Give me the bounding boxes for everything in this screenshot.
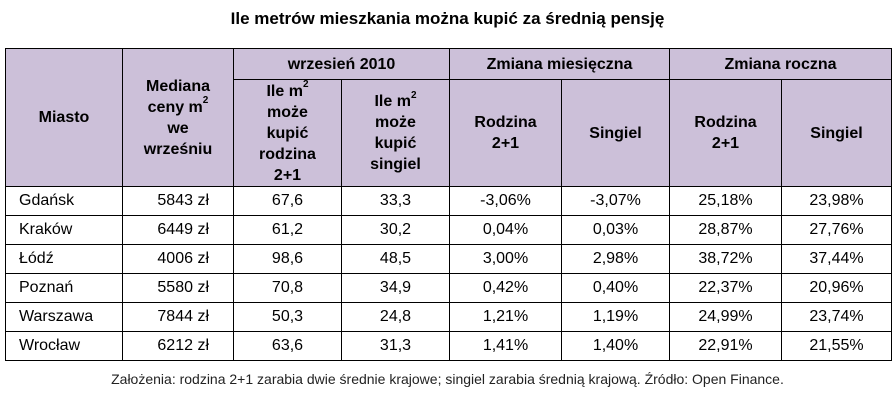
cell-m2-single: 31,3 (341, 331, 450, 361)
cell-m2-single: 24,8 (341, 302, 450, 332)
cell-yoy-single: 27,76% (781, 215, 892, 245)
cell-mom-single: 1,40% (561, 331, 670, 361)
cell-mom-single: -3,07% (561, 186, 670, 216)
cell-price: 5843 zł (122, 186, 234, 216)
header-miasto: Miasto (5, 48, 123, 187)
cell-yoy-family: 22,91% (669, 331, 782, 361)
cell-m2-family: 70,8 (233, 273, 342, 303)
cell-yoy-single: 37,44% (781, 244, 892, 274)
cell-price: 6212 zł (122, 331, 234, 361)
cell-price: 6449 zł (122, 215, 234, 245)
header-mies-rodzina: Rodzina 2+1 (449, 79, 562, 187)
cell-m2-single: 48,5 (341, 244, 450, 274)
cell-mom-single: 0,03% (561, 215, 670, 245)
cell-m2-family: 50,3 (233, 302, 342, 332)
table-row: Gdańsk 5843 zł 67,6 33,3 -3,06% -3,07% 2… (5, 186, 892, 216)
cell-price: 4006 zł (122, 244, 234, 274)
cell-mom-family: 0,42% (449, 273, 562, 303)
table-row: Kraków 6449 zł 61,2 30,2 0,04% 0,03% 28,… (5, 215, 892, 245)
header-rodzina-m2: Ile m2 może kupić rodzina 2+1 (233, 79, 342, 187)
header-singiel-m2: Ile m2 może kupić singiel (341, 79, 450, 187)
cell-city: Łódź (5, 244, 123, 274)
header-rocz-rodzina: Rodzina 2+1 (669, 79, 782, 187)
cell-mom-single: 1,19% (561, 302, 670, 332)
cell-price: 7844 zł (122, 302, 234, 332)
cell-m2-single: 34,9 (341, 273, 450, 303)
cell-city: Poznań (5, 273, 123, 303)
cell-yoy-single: 23,98% (781, 186, 892, 216)
cell-yoy-single: 20,96% (781, 273, 892, 303)
cell-mom-family: -3,06% (449, 186, 562, 216)
cell-mom-single: 2,98% (561, 244, 670, 274)
header-group-miesieczna: Zmiana miesięczna (449, 48, 670, 80)
table-row: Poznań 5580 zł 70,8 34,9 0,42% 0,40% 22,… (5, 273, 892, 303)
table-title: Ile metrów mieszkania można kupić za śre… (230, 9, 665, 28)
table-row: Łódź 4006 zł 98,6 48,5 3,00% 2,98% 38,72… (5, 244, 892, 274)
cell-mom-family: 1,41% (449, 331, 562, 361)
cell-yoy-family: 28,87% (669, 215, 782, 245)
cell-yoy-family: 22,37% (669, 273, 782, 303)
cell-city: Wrocław (5, 331, 123, 361)
cell-price: 5580 zł (122, 273, 234, 303)
cell-yoy-family: 38,72% (669, 244, 782, 274)
cell-yoy-single: 21,55% (781, 331, 892, 361)
cell-city: Gdańsk (5, 186, 123, 216)
header-rocz-singiel: Singiel (781, 79, 892, 187)
cell-city: Warszawa (5, 302, 123, 332)
header-mediana: Mediana ceny m2 we wrześniu (122, 48, 234, 187)
table-row: Wrocław 6212 zł 63,6 31,3 1,41% 1,40% 22… (5, 331, 892, 361)
header-group-wrzesien: wrzesień 2010 (233, 48, 450, 80)
data-table: Miasto Mediana ceny m2 we wrześniu wrzes… (5, 48, 892, 361)
cell-city: Kraków (5, 215, 123, 245)
header-mies-singiel: Singiel (561, 79, 670, 187)
cell-mom-single: 0,40% (561, 273, 670, 303)
cell-m2-family: 63,6 (233, 331, 342, 361)
cell-m2-family: 67,6 (233, 186, 342, 216)
cell-m2-family: 98,6 (233, 244, 342, 274)
cell-yoy-family: 24,99% (669, 302, 782, 332)
cell-m2-family: 61,2 (233, 215, 342, 245)
footnote: Założenia: rodzina 2+1 zarabia dwie śred… (111, 371, 784, 387)
cell-yoy-single: 23,74% (781, 302, 892, 332)
cell-mom-family: 1,21% (449, 302, 562, 332)
header-group-roczna: Zmiana roczna (669, 48, 892, 80)
table-row: Warszawa 7844 zł 50,3 24,8 1,21% 1,19% 2… (5, 302, 892, 332)
cell-yoy-family: 25,18% (669, 186, 782, 216)
cell-mom-family: 0,04% (449, 215, 562, 245)
cell-m2-single: 30,2 (341, 215, 450, 245)
cell-mom-family: 3,00% (449, 244, 562, 274)
cell-m2-single: 33,3 (341, 186, 450, 216)
